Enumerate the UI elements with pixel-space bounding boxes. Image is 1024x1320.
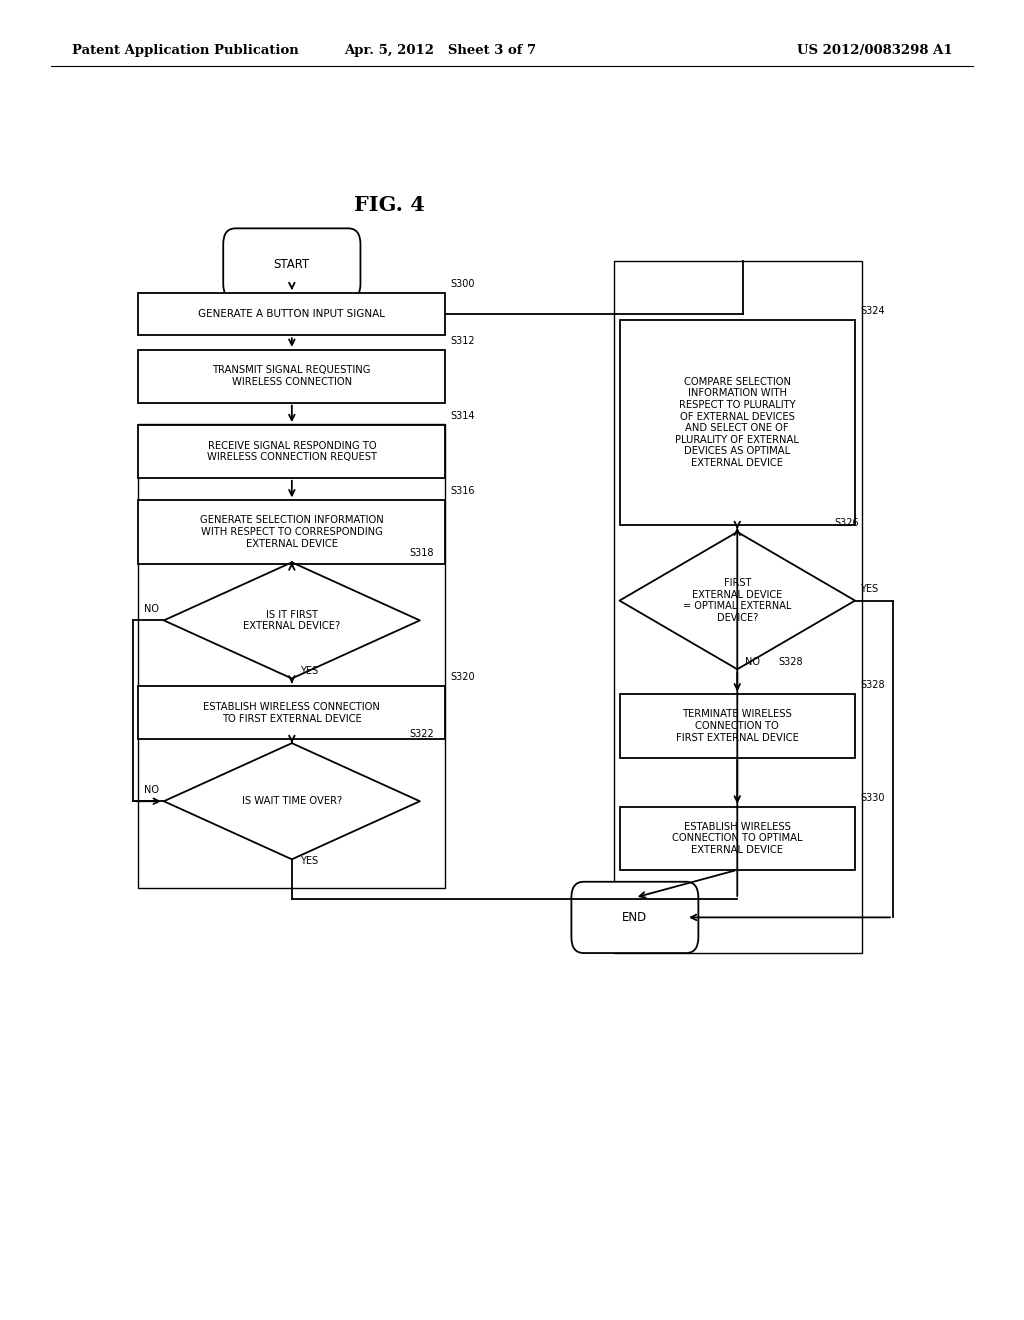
Bar: [138, 293, 445, 335]
Text: S324: S324: [860, 306, 885, 315]
Text: ESTABLISH WIRELESS
CONNECTION TO OPTIMAL
EXTERNAL DEVICE: ESTABLISH WIRELESS CONNECTION TO OPTIMAL…: [672, 821, 803, 855]
Text: IS IT FIRST
EXTERNAL DEVICE?: IS IT FIRST EXTERNAL DEVICE?: [244, 610, 340, 631]
Polygon shape: [164, 562, 420, 678]
Text: S320: S320: [451, 672, 475, 682]
Text: END: END: [623, 911, 647, 924]
Text: IS WAIT TIME OVER?: IS WAIT TIME OVER?: [242, 796, 342, 807]
Text: S312: S312: [451, 335, 475, 346]
Text: S330: S330: [860, 792, 885, 803]
Text: S314: S314: [451, 411, 475, 421]
Text: RECEIVE SIGNAL RESPONDING TO
WIRELESS CONNECTION REQUEST: RECEIVE SIGNAL RESPONDING TO WIRELESS CO…: [207, 441, 377, 462]
Text: COMPARE SELECTION
INFORMATION WITH
RESPECT TO PLURALITY
OF EXTERNAL DEVICES
AND : COMPARE SELECTION INFORMATION WITH RESPE…: [676, 376, 799, 469]
Text: TRANSMIT SIGNAL REQUESTING
WIRELESS CONNECTION: TRANSMIT SIGNAL REQUESTING WIRELESS CONN…: [213, 366, 371, 387]
Text: TERMINATE WIRELESS
CONNECTION TO
FIRST EXTERNAL DEVICE: TERMINATE WIRELESS CONNECTION TO FIRST E…: [676, 709, 799, 743]
Bar: [138, 500, 445, 564]
Text: YES: YES: [300, 855, 318, 866]
Text: NO: NO: [143, 784, 159, 795]
Bar: [138, 686, 445, 739]
Text: FIG. 4: FIG. 4: [353, 194, 425, 215]
Bar: [620, 319, 855, 524]
Bar: [620, 807, 855, 870]
Text: GENERATE A BUTTON INPUT SIGNAL: GENERATE A BUTTON INPUT SIGNAL: [199, 309, 385, 319]
Text: YES: YES: [300, 665, 318, 676]
Text: S318: S318: [410, 548, 434, 558]
Text: GENERATE SELECTION INFORMATION
WITH RESPECT TO CORRESPONDING
EXTERNAL DEVICE: GENERATE SELECTION INFORMATION WITH RESP…: [200, 515, 384, 549]
Text: NO: NO: [745, 656, 761, 667]
Polygon shape: [620, 532, 855, 669]
Bar: [614, 261, 862, 953]
Text: US 2012/0083298 A1: US 2012/0083298 A1: [797, 44, 952, 57]
Text: YES: YES: [860, 583, 879, 594]
Text: S300: S300: [451, 279, 475, 289]
Text: START: START: [273, 257, 310, 271]
Polygon shape: [164, 743, 420, 859]
Bar: [138, 424, 445, 888]
FancyBboxPatch shape: [223, 228, 360, 300]
Text: S328: S328: [778, 656, 803, 667]
Text: Patent Application Publication: Patent Application Publication: [72, 44, 298, 57]
Text: S326: S326: [835, 517, 859, 528]
Bar: [138, 350, 445, 403]
Text: NO: NO: [143, 603, 159, 614]
Bar: [138, 425, 445, 478]
Text: FIRST
EXTERNAL DEVICE
= OPTIMAL EXTERNAL
DEVICE?: FIRST EXTERNAL DEVICE = OPTIMAL EXTERNAL…: [683, 578, 792, 623]
Text: Apr. 5, 2012   Sheet 3 of 7: Apr. 5, 2012 Sheet 3 of 7: [344, 44, 537, 57]
FancyBboxPatch shape: [571, 882, 698, 953]
Text: S316: S316: [451, 486, 475, 496]
Bar: [620, 694, 855, 758]
Text: S322: S322: [410, 729, 434, 739]
Text: ESTABLISH WIRELESS CONNECTION
TO FIRST EXTERNAL DEVICE: ESTABLISH WIRELESS CONNECTION TO FIRST E…: [204, 702, 380, 723]
Text: S328: S328: [860, 680, 885, 690]
